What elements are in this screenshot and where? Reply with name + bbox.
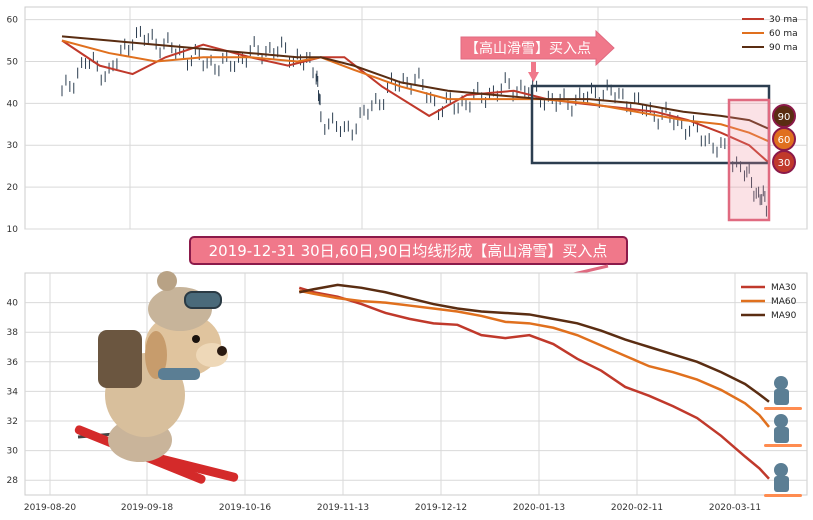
legend-label-90: 90 ma xyxy=(769,43,798,53)
bottom-y-tick-label: 34 xyxy=(7,387,19,397)
ma-badges: 90 60 30 xyxy=(772,104,796,174)
bottom-y-tick-label: 38 xyxy=(7,328,19,338)
top-y-tick-label: 60 xyxy=(7,16,19,26)
top-ma60-line xyxy=(61,39,769,142)
legend-label-ma60: MA60 xyxy=(771,297,797,307)
top-ma-lines xyxy=(61,35,769,163)
bottom-y-tick-label: 32 xyxy=(7,417,18,427)
bottom-y-tick-label: 36 xyxy=(7,358,19,368)
top-legend: 30 ma 60 ma 90 ma xyxy=(742,15,798,53)
top-y-tick-label: 30 xyxy=(7,141,19,151)
bottom-x-tick-label: 2019-10-16 xyxy=(219,503,272,513)
bottom-y-tick-labels: 28 30 32 34 36 38 40 xyxy=(7,299,19,487)
legend-label-ma90: MA90 xyxy=(771,311,797,321)
banner: 2019-12-31 30日,60日,90日均线形成【高山滑雪】买入点 xyxy=(189,236,628,285)
bottom-x-tick-label: 2020-02-11 xyxy=(611,503,663,513)
bottom-x-tick-label: 2019-08-20 xyxy=(24,503,77,513)
dog-eye xyxy=(192,335,200,343)
top-y-tick-label: 20 xyxy=(7,183,19,193)
callout-arrow-shape xyxy=(460,29,615,67)
badge-60-label: 60 xyxy=(778,135,791,146)
dog-nose xyxy=(217,346,227,356)
bottom-x-tick-label: 2019-12-12 xyxy=(415,503,467,513)
crash-zone xyxy=(727,98,771,222)
badge-30 xyxy=(772,150,796,174)
badge-90-label: 90 xyxy=(778,112,791,123)
bottom-y-tick-label: 30 xyxy=(7,447,19,457)
top-callout: 【高山滑雪】买入点 xyxy=(460,29,615,82)
badge-30-label: 30 xyxy=(778,158,791,169)
backpack xyxy=(98,330,142,388)
callout-label: 【高山滑雪】买入点 xyxy=(465,40,591,57)
skier-icon-middle xyxy=(764,414,802,447)
banner-text: 2019-12-31 30日,60日,90日均线形成【高山滑雪】买入点 xyxy=(209,242,608,260)
dog-ear xyxy=(145,331,167,379)
legend-label-ma30: MA30 xyxy=(771,283,797,293)
bottom-x-tick-label: 2019-09-18 xyxy=(121,503,174,513)
callout-pointer xyxy=(528,62,539,82)
top-ma90-line xyxy=(61,35,769,130)
bottom-ma-lines xyxy=(298,283,770,480)
bottom-y-tick-label: 40 xyxy=(7,299,19,309)
bottom-ma90-line xyxy=(299,283,770,403)
scarf xyxy=(158,368,200,380)
top-y-tick-label: 50 xyxy=(7,57,19,67)
bottom-x-tick-label: 2019-11-13 xyxy=(317,503,369,513)
bottom-x-tick-label: 2020-01-13 xyxy=(513,503,565,513)
skier-icon-bottom xyxy=(764,463,802,497)
top-y-tick-label: 10 xyxy=(7,225,19,235)
small-skier-icons xyxy=(764,376,802,497)
bottom-x-tick-label: 2020-03-11 xyxy=(709,503,761,513)
bottom-legend: MA30 MA60 MA90 xyxy=(741,283,797,321)
beanie-pompom xyxy=(157,271,177,291)
bottom-ma60-line xyxy=(299,289,770,428)
bottom-y-tick-label: 28 xyxy=(7,476,19,486)
bottom-x-tick-labels: 2019-08-20 2019-09-18 2019-10-16 2019-11-13… xyxy=(24,503,761,513)
legend-label-60: 60 ma xyxy=(769,29,798,39)
bottom-ma30-line xyxy=(298,286,770,480)
skier-icon-top xyxy=(764,376,802,410)
top-plot-frame xyxy=(24,6,808,230)
top-y-tick-labels: 10 20 30 40 50 60 xyxy=(7,16,19,235)
top-y-tick-label: 40 xyxy=(7,99,19,109)
dog-skier-illustration xyxy=(74,271,239,484)
banner-box xyxy=(189,236,628,265)
legend-label-30: 30 ma xyxy=(769,15,798,25)
goggles xyxy=(184,291,222,309)
top-ma30-line xyxy=(61,39,769,163)
